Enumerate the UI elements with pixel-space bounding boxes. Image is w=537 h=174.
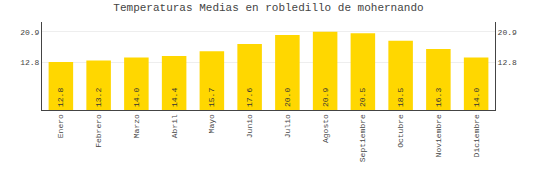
svg-text:Septiembre: Septiembre <box>358 114 367 162</box>
svg-text:18.5: 18.5 <box>396 88 405 107</box>
svg-text:20.9: 20.9 <box>321 88 330 107</box>
svg-text:20.5: 20.5 <box>358 88 367 107</box>
svg-text:12.8: 12.8 <box>20 58 39 67</box>
svg-text:Octubre: Octubre <box>396 114 405 148</box>
svg-text:Marzo: Marzo <box>132 114 141 138</box>
svg-text:Mayo: Mayo <box>207 114 216 133</box>
svg-text:16.3: 16.3 <box>434 88 443 107</box>
svg-text:20.9: 20.9 <box>498 28 517 37</box>
svg-text:Noviembre: Noviembre <box>434 114 443 157</box>
svg-text:Enero: Enero <box>56 114 65 138</box>
svg-text:Temperaturas Medias en robledi: Temperaturas Medias en robledillo de moh… <box>113 2 423 14</box>
svg-text:14.0: 14.0 <box>472 88 481 107</box>
svg-text:Junio: Junio <box>245 114 254 138</box>
svg-text:Julio: Julio <box>283 114 292 138</box>
svg-text:17.6: 17.6 <box>245 88 254 107</box>
svg-text:13.2: 13.2 <box>94 88 103 107</box>
svg-text:20.9: 20.9 <box>20 28 39 37</box>
svg-text:12.8: 12.8 <box>498 58 517 67</box>
svg-text:Agosto: Agosto <box>321 114 330 143</box>
svg-text:Diciembre: Diciembre <box>472 114 481 157</box>
svg-text:Febrero: Febrero <box>94 114 103 148</box>
svg-text:15.7: 15.7 <box>207 88 216 107</box>
svg-text:12.8: 12.8 <box>56 88 65 107</box>
svg-text:14.4: 14.4 <box>170 88 179 107</box>
svg-text:14.0: 14.0 <box>132 88 141 107</box>
svg-text:Abril: Abril <box>170 114 179 138</box>
svg-text:20.0: 20.0 <box>283 88 292 107</box>
